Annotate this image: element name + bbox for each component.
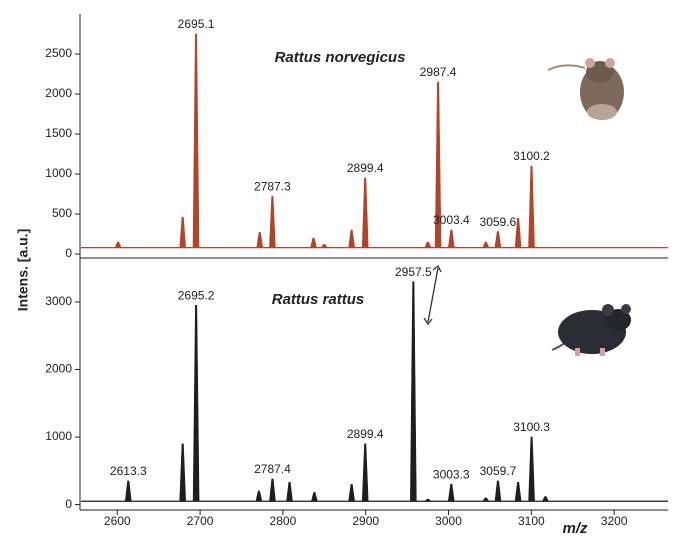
peak — [311, 492, 317, 501]
y-tick-label: 1500 — [45, 126, 72, 140]
rat-image — [552, 304, 631, 356]
peak — [269, 196, 275, 247]
x-tick-label: 2700 — [187, 514, 214, 528]
x-tick-label: 3000 — [435, 514, 462, 528]
x-axis-label: m/z — [562, 520, 588, 537]
peak — [495, 481, 501, 501]
y-tick-label: 0 — [65, 246, 72, 260]
peak — [256, 491, 262, 501]
peak — [529, 166, 535, 248]
peak-label: 2613.3 — [110, 464, 147, 478]
y-tick-label: 2500 — [45, 46, 72, 60]
peak — [362, 444, 368, 501]
peak — [287, 482, 293, 501]
peak — [483, 498, 489, 501]
chart: Intens. [a.u.] m/z 0 500 1000 1500 2000 2500 R… — [0, 0, 676, 538]
y-tick-label: 500 — [52, 206, 72, 220]
peak-label: 3059.6 — [480, 215, 517, 229]
peak — [529, 437, 535, 501]
y-tick-label: 3000 — [45, 294, 72, 308]
peak — [362, 178, 368, 248]
y-axis-label: Intens. [a.u.] — [15, 229, 31, 311]
peak-label: 2787.3 — [254, 180, 291, 194]
peak-label: 2987.4 — [420, 65, 457, 79]
peak — [180, 444, 186, 501]
y-tick-label: 2000 — [45, 362, 72, 376]
x-tick-label: 2800 — [270, 514, 297, 528]
peak-label: 3059.7 — [480, 464, 517, 478]
peak-label: 2787.4 — [254, 462, 291, 476]
x-tick-label: 2600 — [104, 514, 131, 528]
peak — [193, 34, 199, 248]
page: Intens. [a.u.] m/z 0 500 1000 1500 2000 2500 R… — [0, 0, 676, 543]
x-tick-label: 3100 — [518, 514, 545, 528]
y-tick-label: 1000 — [45, 429, 72, 443]
rat-image — [548, 58, 624, 120]
peak — [515, 482, 521, 501]
panel-title: Rattus norvegicus — [275, 49, 406, 66]
peak-label: 2899.4 — [347, 427, 384, 441]
peak — [448, 484, 454, 501]
peak — [321, 244, 327, 247]
peak-label: 2695.1 — [178, 17, 215, 31]
peak — [483, 242, 489, 248]
x-tick-label: 2900 — [352, 514, 379, 528]
peak-label: 3003.3 — [433, 467, 470, 481]
peak — [269, 479, 275, 501]
peak — [542, 496, 548, 501]
peak — [311, 238, 317, 248]
peak — [495, 232, 501, 248]
peak — [193, 305, 199, 501]
peak — [115, 242, 121, 248]
peak-label: 2695.2 — [178, 288, 215, 302]
y-tick-label: 1000 — [45, 166, 72, 180]
y-tick-label: 0 — [65, 497, 72, 511]
peak-label: 2899.4 — [347, 161, 384, 175]
y-tick-label: 2000 — [45, 86, 72, 100]
x-tick-label: 3200 — [601, 514, 628, 528]
peak-label: 3100.3 — [513, 420, 550, 434]
peak — [425, 242, 431, 248]
panel-title: Rattus rattus — [272, 291, 365, 308]
peak — [410, 282, 416, 502]
peak — [257, 232, 263, 247]
peak — [448, 230, 454, 248]
peak-label: 2957.5 — [395, 265, 432, 279]
peak — [425, 499, 431, 501]
peak — [180, 217, 186, 247]
peak-label: 3100.2 — [513, 149, 550, 163]
peak — [125, 481, 131, 501]
peak — [349, 484, 355, 501]
peak-label: 3003.4 — [433, 213, 470, 227]
peak — [349, 230, 355, 248]
